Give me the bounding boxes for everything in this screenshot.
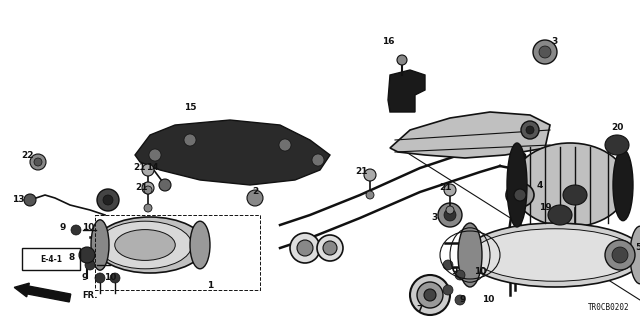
Circle shape [290, 233, 320, 263]
Text: 9: 9 [82, 274, 88, 283]
Circle shape [184, 134, 196, 146]
Ellipse shape [115, 230, 175, 260]
Ellipse shape [506, 183, 534, 207]
Circle shape [79, 247, 95, 263]
Circle shape [444, 209, 456, 221]
Circle shape [539, 46, 551, 58]
Text: 2: 2 [252, 188, 258, 196]
Ellipse shape [99, 221, 192, 269]
Ellipse shape [465, 223, 640, 287]
Text: 21: 21 [356, 167, 368, 177]
Ellipse shape [605, 135, 629, 155]
Circle shape [71, 225, 81, 235]
Text: 10: 10 [474, 268, 486, 276]
Circle shape [526, 126, 534, 134]
Text: 20: 20 [611, 124, 623, 132]
Circle shape [443, 260, 453, 270]
Circle shape [142, 164, 154, 176]
Circle shape [533, 40, 557, 64]
Text: E-4-1: E-4-1 [40, 254, 62, 263]
Circle shape [149, 149, 161, 161]
Circle shape [297, 240, 313, 256]
Circle shape [605, 240, 635, 270]
Circle shape [514, 189, 526, 201]
Ellipse shape [458, 223, 482, 287]
FancyArrow shape [14, 283, 71, 302]
Circle shape [323, 241, 337, 255]
Ellipse shape [472, 229, 638, 281]
Circle shape [85, 260, 95, 270]
Circle shape [455, 295, 465, 305]
Polygon shape [135, 120, 330, 185]
Text: 9: 9 [60, 223, 66, 233]
Circle shape [521, 121, 539, 139]
Circle shape [366, 191, 374, 199]
Circle shape [438, 203, 462, 227]
Text: 10: 10 [104, 274, 116, 283]
Text: 4: 4 [537, 180, 543, 189]
Circle shape [97, 189, 119, 211]
Ellipse shape [613, 149, 633, 221]
Circle shape [417, 282, 443, 308]
Ellipse shape [563, 185, 587, 205]
Circle shape [144, 204, 152, 212]
Ellipse shape [630, 226, 640, 284]
Ellipse shape [190, 221, 210, 269]
Text: TR0CB0202: TR0CB0202 [588, 303, 630, 312]
Circle shape [410, 275, 450, 315]
Circle shape [364, 169, 376, 181]
Circle shape [34, 158, 42, 166]
Polygon shape [390, 112, 550, 158]
Ellipse shape [548, 205, 572, 225]
Ellipse shape [91, 220, 109, 270]
Text: 21: 21 [134, 164, 147, 172]
Text: 16: 16 [381, 37, 394, 46]
Circle shape [443, 285, 453, 295]
Circle shape [247, 190, 263, 206]
Circle shape [612, 247, 628, 263]
Text: 14: 14 [146, 164, 158, 172]
Text: 3: 3 [432, 213, 438, 222]
Text: FR.: FR. [82, 292, 97, 300]
Circle shape [444, 184, 456, 196]
Text: 10: 10 [482, 295, 494, 305]
Circle shape [159, 179, 171, 191]
Text: 8: 8 [69, 253, 75, 262]
Text: 5: 5 [635, 244, 640, 252]
Circle shape [317, 235, 343, 261]
Text: 21: 21 [136, 183, 148, 193]
Ellipse shape [95, 217, 205, 273]
Ellipse shape [507, 143, 527, 227]
Circle shape [144, 186, 152, 194]
Text: 10: 10 [82, 223, 94, 233]
Text: 15: 15 [184, 103, 196, 113]
Text: 9: 9 [460, 295, 466, 305]
Circle shape [142, 182, 154, 194]
Text: 3: 3 [552, 37, 558, 46]
Circle shape [446, 206, 454, 214]
Text: 22: 22 [22, 150, 35, 159]
Circle shape [312, 154, 324, 166]
Circle shape [397, 55, 407, 65]
Circle shape [455, 270, 465, 280]
Ellipse shape [512, 143, 628, 227]
Text: 1: 1 [207, 281, 213, 290]
Circle shape [95, 273, 105, 283]
Circle shape [110, 273, 120, 283]
Circle shape [279, 139, 291, 151]
Circle shape [103, 195, 113, 205]
Circle shape [30, 154, 46, 170]
Circle shape [24, 194, 36, 206]
Circle shape [424, 289, 436, 301]
Text: 19: 19 [539, 204, 551, 212]
Text: 21: 21 [439, 183, 451, 193]
Text: 13: 13 [12, 196, 24, 204]
Text: 9: 9 [452, 268, 458, 276]
Text: 7: 7 [417, 306, 423, 315]
Polygon shape [388, 70, 425, 112]
